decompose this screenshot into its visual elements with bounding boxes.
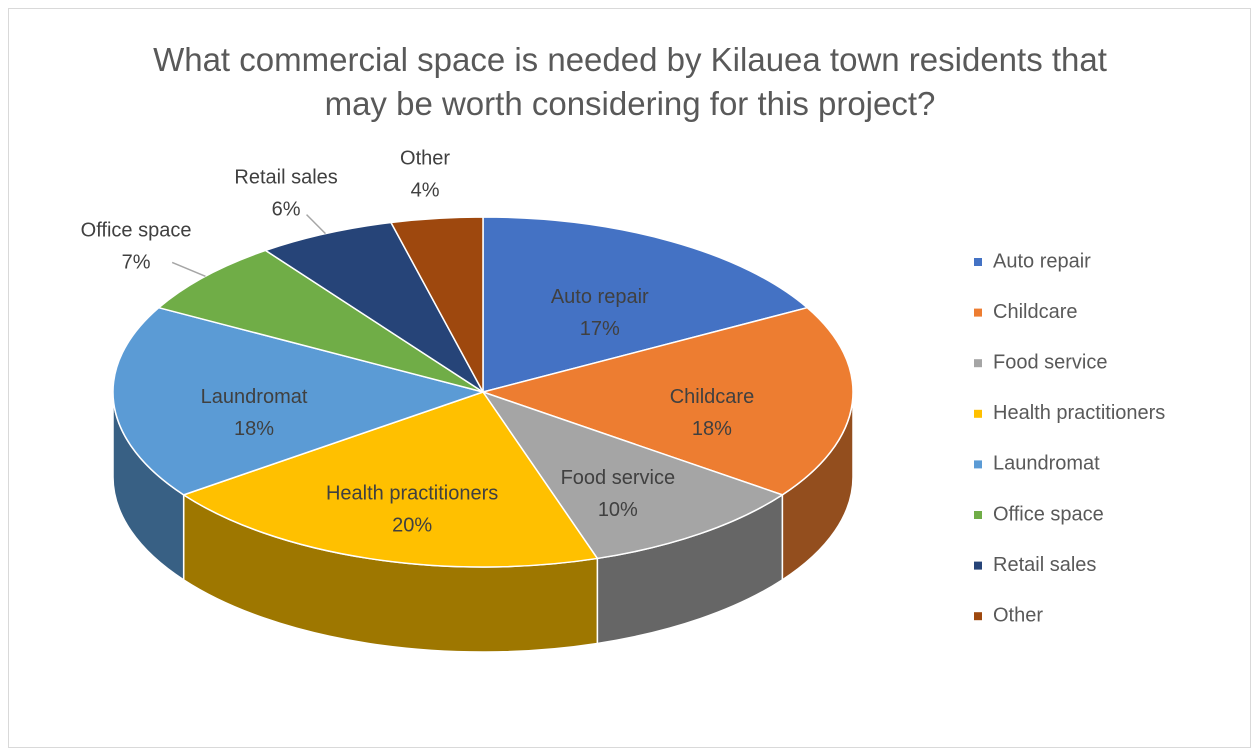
legend-swatch bbox=[974, 359, 982, 368]
data-label-value: 18% bbox=[234, 418, 274, 440]
data-label-value: 10% bbox=[598, 499, 638, 521]
chart-title: What commercial space is needed by Kilau… bbox=[153, 41, 1107, 122]
legend-swatch bbox=[974, 612, 982, 621]
legend-label: Other bbox=[993, 604, 1043, 626]
pie-slice bbox=[481, 390, 785, 560]
leader-line bbox=[171, 261, 206, 277]
data-label-category: Other bbox=[400, 147, 450, 169]
legend-label: Auto repair bbox=[993, 250, 1091, 272]
legend-swatch bbox=[974, 308, 982, 317]
legend-swatch bbox=[974, 258, 982, 266]
data-label-value: 18% bbox=[692, 418, 732, 440]
legend-swatch bbox=[974, 409, 982, 418]
data-label-category: Health practitioners bbox=[326, 482, 498, 504]
legend-label: Food service bbox=[993, 351, 1108, 373]
pie-slice bbox=[482, 216, 809, 393]
data-label-value: 4% bbox=[411, 179, 440, 201]
data-label-category: Retail sales bbox=[234, 166, 337, 188]
data-label-category: Childcare bbox=[670, 386, 754, 408]
data-label-value: 17% bbox=[580, 318, 620, 340]
data-label-value: 6% bbox=[272, 198, 301, 220]
legend-label: Retail sales bbox=[993, 554, 1096, 576]
legend-label: Health practitioners bbox=[993, 402, 1165, 424]
pie-slice bbox=[389, 216, 484, 393]
data-label-category: Office space bbox=[81, 220, 192, 242]
pie-slice bbox=[157, 249, 484, 393]
data-label-category: Auto repair bbox=[551, 286, 649, 308]
legend-swatch bbox=[974, 460, 982, 469]
data-label-value: 7% bbox=[122, 252, 151, 274]
leader-line bbox=[306, 214, 326, 235]
legend-swatch bbox=[974, 561, 982, 570]
pie-slice bbox=[181, 391, 599, 568]
pie-slice bbox=[112, 306, 486, 496]
legend-swatch bbox=[974, 511, 982, 519]
data-label-value: 20% bbox=[392, 514, 432, 536]
pie-slice bbox=[480, 306, 854, 496]
data-label-category: Laundromat bbox=[201, 386, 308, 408]
pie-slice bbox=[263, 221, 484, 393]
legend-label: Childcare bbox=[993, 301, 1077, 323]
data-label-category: Food service bbox=[561, 467, 676, 489]
legend-label: Laundromat bbox=[993, 453, 1100, 475]
legend-label: Office space bbox=[993, 503, 1104, 525]
